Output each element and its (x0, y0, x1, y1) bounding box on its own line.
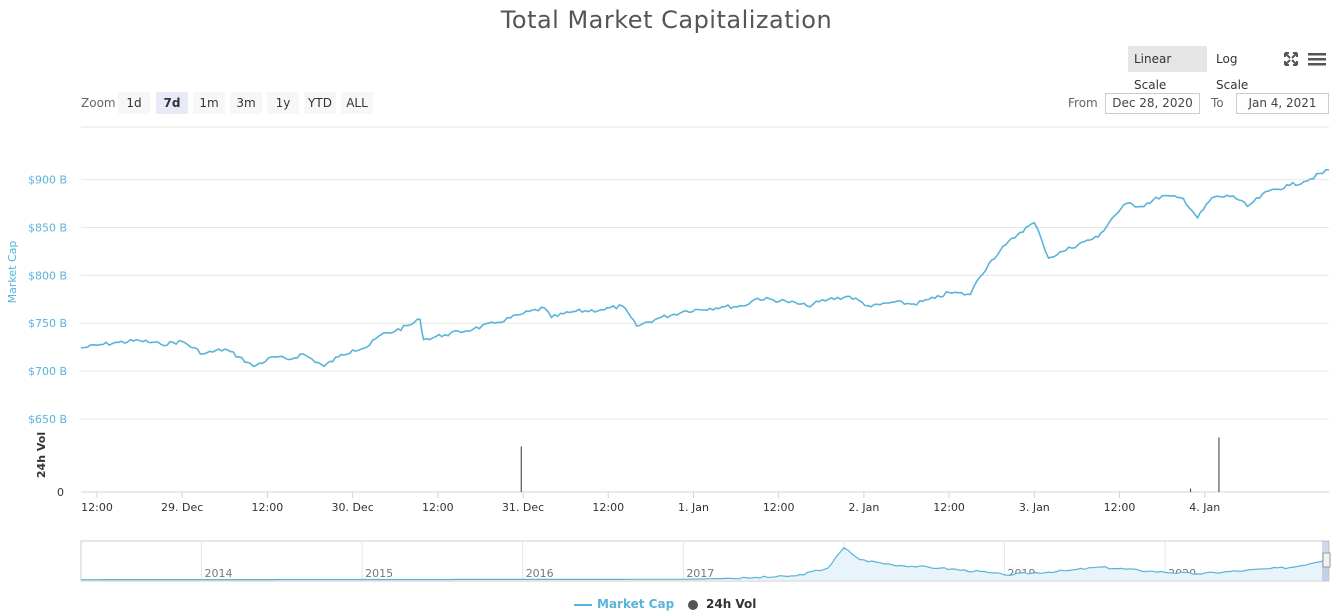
from-date-input[interactable]: Dec 28, 2020 (1105, 93, 1200, 114)
x-tick-label: 12:00 (81, 501, 113, 514)
legend-market-cap[interactable]: Market Cap (597, 597, 675, 611)
y-tick-label: $850 B (28, 221, 67, 234)
y-tick-label: $800 B (28, 269, 67, 282)
zoom-button-7d[interactable]: 7d (156, 92, 188, 114)
x-tick-label: 12:00 (933, 501, 965, 514)
x-tick-label: 1. Jan (678, 501, 709, 514)
hamburger-menu-icon[interactable] (1307, 50, 1327, 68)
fullscreen-icon[interactable] (1282, 50, 1300, 68)
x-tick-label: 12:00 (1104, 501, 1136, 514)
x-tick-label: 12:00 (763, 501, 795, 514)
x-axis-ticks: 12:00 29. Dec 12:00 30. Dec 12:00 31. Dec 12:0… (81, 492, 1220, 514)
legend-volume[interactable]: 24h Vol (706, 597, 757, 611)
grid-lines (81, 179, 1329, 420)
y-tick-label: $750 B (28, 317, 67, 330)
x-tick-label: 3. Jan (1019, 501, 1050, 514)
x-tick-label: 29. Dec (161, 501, 203, 514)
to-label: To (1211, 96, 1224, 110)
y-tick-label: $700 B (28, 365, 67, 378)
x-tick-label: 12:00 (422, 501, 454, 514)
navigator-year-label: 2015 (365, 567, 393, 580)
navigator-line (81, 546, 1328, 581)
chart-title: Total Market Capitalization (500, 6, 833, 34)
y-axis-ticks: $650 B $700 B $750 B $800 B $850 B $900 B (28, 174, 67, 426)
linear-scale-button[interactable]: Linear Scale (1128, 46, 1207, 92)
x-tick-label: 30. Dec (331, 501, 373, 514)
zoom-label: Zoom (81, 96, 116, 110)
zoom-button-3m[interactable]: 3m (230, 92, 262, 114)
market-cap-legend-icon (574, 604, 592, 606)
navigator-year-label: 2014 (204, 567, 232, 580)
y-tick-label: $900 B (28, 174, 67, 187)
market-cap-line (80, 168, 1330, 368)
zoom-button-all[interactable]: ALL (341, 92, 373, 114)
x-tick-label: 31. Dec (502, 501, 544, 514)
navigator-year-label: 2017 (686, 567, 714, 580)
volume-axis-label: 24h Vol (35, 432, 48, 478)
navigator-handle[interactable] (1322, 552, 1331, 568)
from-label: From (1068, 96, 1098, 110)
navigator-year-label: 2016 (526, 567, 554, 580)
zoom-button-1y[interactable]: 1y (267, 92, 299, 114)
y-axis-label: Market Cap (6, 241, 19, 304)
x-tick-label: 4. Jan (1189, 501, 1220, 514)
navigator-area (81, 547, 1329, 580)
zoom-button-1m[interactable]: 1m (193, 92, 225, 114)
volume-bars (520, 437, 1220, 492)
to-date-input[interactable]: Jan 4, 2021 (1236, 93, 1329, 114)
x-tick-label: 12:00 (252, 501, 284, 514)
zoom-button-ytd[interactable]: YTD (304, 92, 336, 114)
log-scale-button[interactable]: Log Scale (1216, 52, 1249, 92)
x-tick-label: 12:00 (592, 501, 624, 514)
y-tick-label: $650 B (28, 413, 67, 426)
volume-zero-tick: 0 (57, 486, 64, 499)
zoom-button-1d[interactable]: 1d (118, 92, 150, 114)
volume-legend-icon (688, 600, 698, 610)
x-tick-label: 2. Jan (848, 501, 879, 514)
